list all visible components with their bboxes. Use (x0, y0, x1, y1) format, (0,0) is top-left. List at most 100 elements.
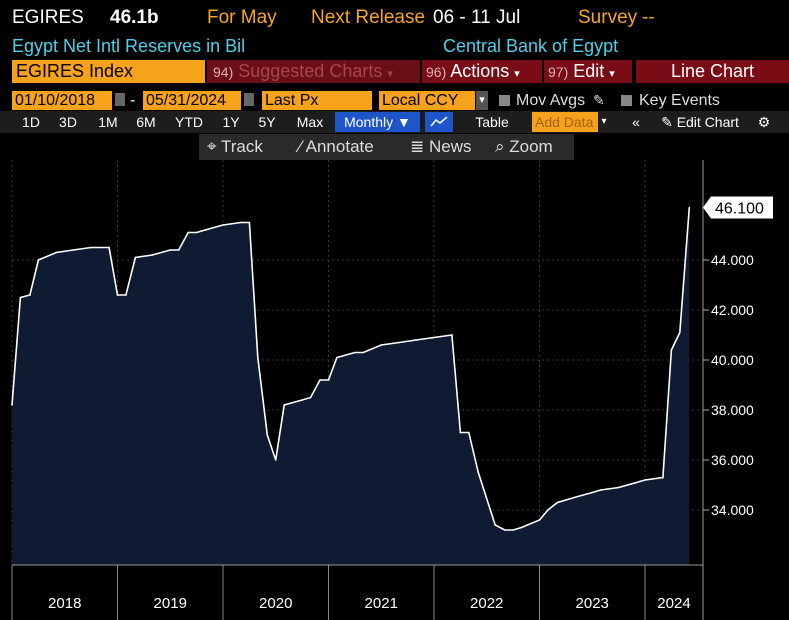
data-point (55, 251, 58, 254)
period-1y[interactable]: 1Y (222, 114, 240, 130)
frequency-select[interactable]: Monthly ▼ (335, 112, 420, 132)
mov-avgs-checkbox[interactable] (499, 95, 510, 106)
pencil-icon[interactable]: ✎ (593, 92, 605, 108)
frequency-label: Monthly (344, 114, 394, 130)
data-point (599, 489, 602, 491)
edit-button[interactable]: 97) Edit ▾ (544, 60, 632, 83)
data-point (309, 396, 312, 399)
line-chart-icon[interactable] (425, 112, 453, 132)
data-point (477, 471, 480, 474)
edit-chart-label: Edit Chart (676, 114, 739, 130)
start-date-input[interactable]: 01/10/2018 (12, 91, 112, 110)
data-point (177, 249, 180, 251)
x-tick-label: 2019 (154, 595, 187, 612)
actions-number: 96) (426, 64, 447, 80)
annotate-button[interactable]: ⁄ Annotate (299, 134, 374, 160)
next-release-label: Next Release (311, 7, 426, 28)
data-point (29, 294, 31, 296)
end-date-input[interactable]: 05/31/2024 (143, 91, 241, 110)
currency-select[interactable]: Local CCY (379, 91, 475, 110)
data-point (125, 294, 127, 296)
data-point (573, 496, 576, 499)
zoom-label: Zoom (509, 137, 553, 156)
chevron-down-icon: ▾ (387, 68, 393, 80)
data-point (617, 486, 620, 489)
data-point (222, 224, 224, 226)
pencil-icon: ✎ (661, 114, 673, 130)
track-label: Track (221, 137, 263, 156)
period-5y[interactable]: 5Y (258, 114, 276, 130)
suggested-charts-label: Suggested Charts (238, 61, 383, 81)
data-point (327, 379, 330, 381)
pencil-icon: ⁄ (299, 137, 302, 156)
survey-value: -- (642, 7, 655, 28)
zoom-button[interactable]: ⌕ Zoom (495, 134, 553, 160)
edit-number: 97) (548, 64, 569, 80)
x-tick-label: 2022 (470, 595, 503, 612)
chevron-down-icon[interactable]: ▾ (476, 91, 488, 110)
chevron-down-icon: ▾ (609, 68, 615, 80)
ticker-label: EGIRES (12, 7, 84, 28)
data-point (319, 379, 321, 381)
suggested-charts-button[interactable]: 94) Suggested Charts ▾ (207, 60, 420, 83)
data-point (248, 221, 251, 224)
period-3d[interactable]: 3D (59, 114, 77, 130)
double-chevron-left-icon[interactable]: « (632, 114, 640, 130)
data-source: Central Bank of Egypt (443, 36, 619, 56)
gear-icon[interactable]: ⚙ (757, 114, 771, 130)
data-point (433, 336, 435, 339)
next-release-dates: 06 - 11 Jul (433, 7, 521, 28)
security-input[interactable]: EGIRES Index (12, 60, 205, 83)
data-point (688, 206, 691, 209)
chart-tools: ⌖ Track ⁄ Annotate ≣ News ⌕ Zoom (199, 134, 574, 160)
y-tick-label: 42.000 (711, 302, 754, 318)
data-point (451, 334, 453, 336)
y-tick-label: 34.000 (711, 502, 754, 518)
x-tick-label: 2018 (48, 595, 81, 612)
y-tick-label: 36.000 (711, 452, 754, 468)
data-point (538, 519, 541, 521)
chevron-down-icon: ▾ (514, 68, 520, 80)
news-button[interactable]: ≣ News (410, 134, 472, 160)
chevron-down-icon: ▼ (397, 114, 411, 130)
period-1m[interactable]: 1M (98, 114, 118, 130)
edit-label: Edit (573, 61, 605, 81)
period-ytd[interactable]: YTD (175, 114, 203, 130)
period-max[interactable]: Max (296, 114, 324, 130)
period-6m[interactable]: 6M (136, 114, 156, 130)
actions-button[interactable]: 96) Actions ▾ (422, 60, 542, 83)
data-point (266, 434, 269, 436)
chevron-down-icon[interactable]: ▾ (601, 116, 607, 127)
period-1d[interactable]: 1D (22, 114, 40, 130)
reserves-chart[interactable]: 34.000 36.000 38.000 40.000 42.000 44.000 2018… (0, 160, 789, 620)
data-point (301, 399, 303, 401)
description-row: Egypt Net Intl Reserves in Bil Central B… (0, 34, 789, 56)
calendar-icon[interactable] (244, 93, 254, 106)
suggested-charts-number: 94) (213, 64, 234, 80)
data-point (415, 339, 417, 341)
data-point (151, 254, 154, 256)
annotate-label: Annotate (305, 137, 374, 156)
data-point (257, 356, 259, 359)
table-button[interactable]: Table (475, 114, 509, 130)
add-data-input[interactable]: Add Data (532, 112, 598, 132)
area-fill (12, 207, 690, 565)
data-point (547, 509, 549, 511)
actions-label: Actions (450, 61, 510, 81)
data-point (398, 341, 400, 344)
data-point (283, 404, 285, 406)
data-point (494, 524, 496, 526)
edit-chart-button[interactable]: ✎ Edit Chart (654, 112, 746, 132)
data-point (467, 431, 470, 434)
track-button[interactable]: ⌖ Track (207, 134, 263, 160)
key-events-label: Key Events (639, 92, 720, 109)
field-select[interactable]: Last Px (262, 91, 372, 110)
security-header: EGIRES 46.1b For May Next Release 06 - 1… (0, 0, 789, 34)
calendar-icon[interactable] (115, 93, 125, 106)
data-point (670, 349, 673, 351)
data-point (354, 351, 356, 354)
function-bar: EGIRES Index 94) Suggested Charts ▾ 96) … (0, 60, 789, 83)
key-events-checkbox[interactable] (621, 95, 632, 106)
data-point (116, 294, 119, 296)
chart-type-button[interactable]: Line Chart (636, 60, 789, 83)
